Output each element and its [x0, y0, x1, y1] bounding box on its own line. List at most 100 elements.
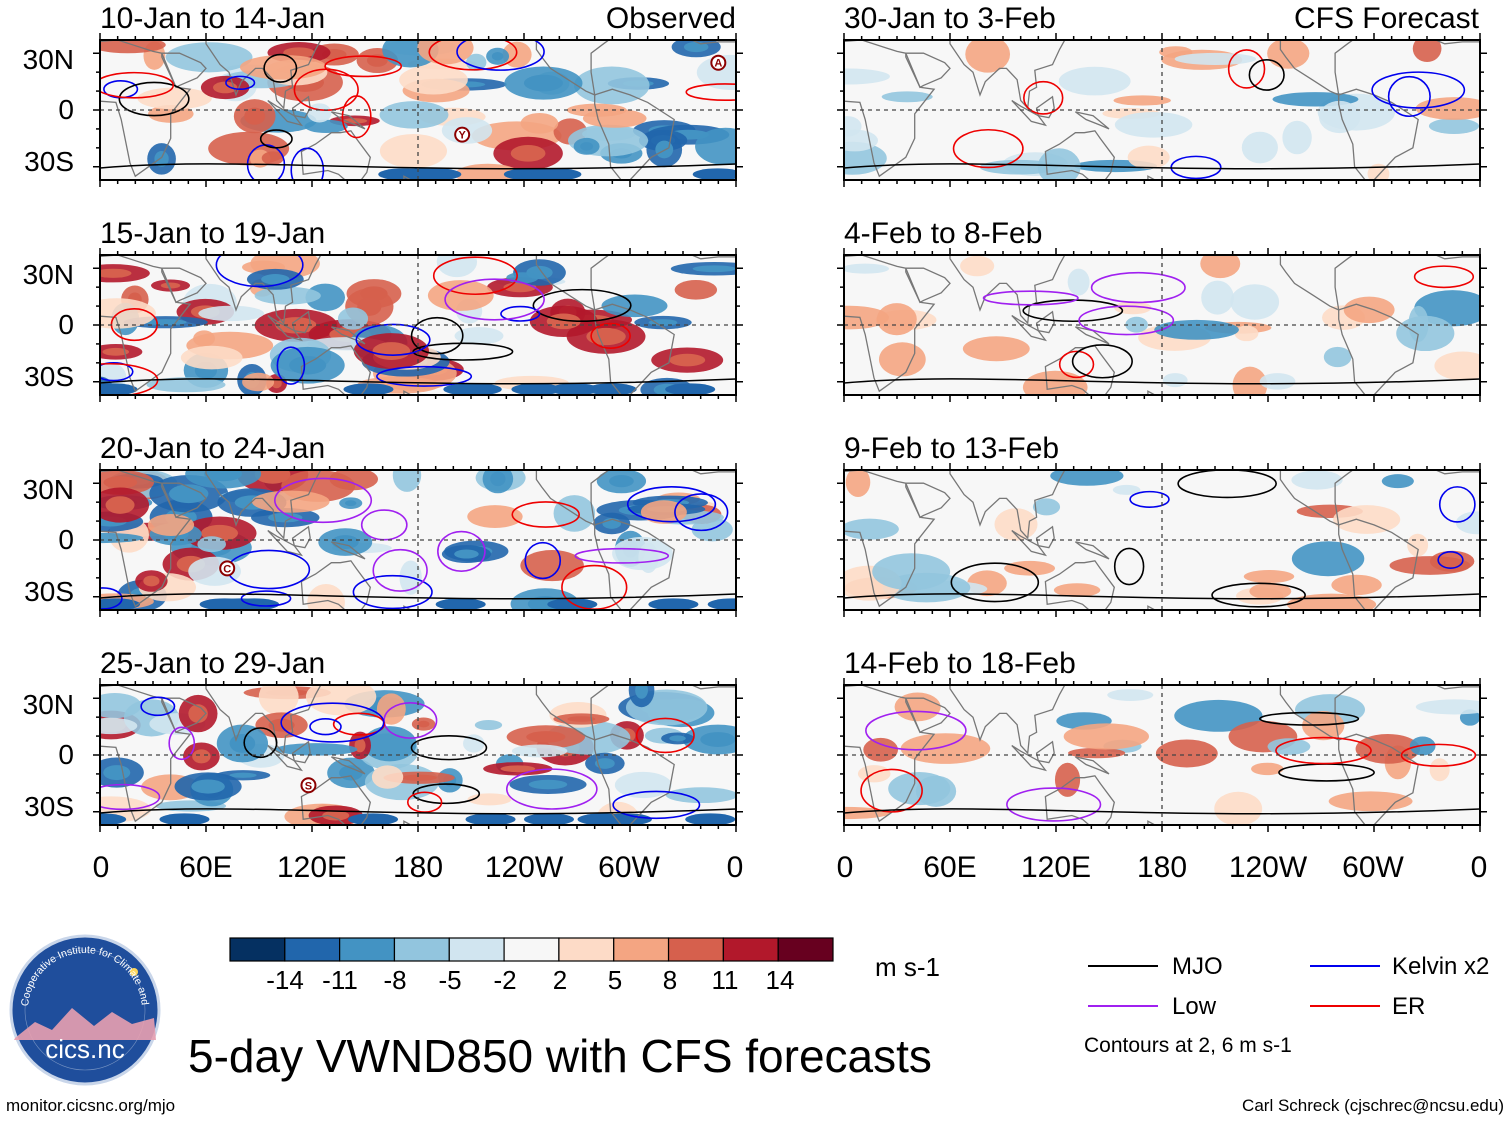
anomaly-shading [239, 54, 327, 80]
anomaly-shading [198, 305, 265, 322]
observed-panel: C [93, 463, 743, 617]
anomaly-shading [1412, 40, 1442, 62]
anomaly-core [331, 535, 359, 549]
mjo-contour [844, 378, 1480, 385]
anomaly-shading [1267, 738, 1311, 755]
contour-line [626, 486, 717, 523]
anomaly-shading [1037, 148, 1081, 180]
anomaly-shading [549, 383, 600, 395]
colorbar-label: -14 [266, 965, 304, 995]
anomaly-core [510, 145, 546, 162]
legend-label-low: Low [1172, 993, 1217, 1020]
anomaly-shading [307, 103, 332, 123]
anomaly-shading [1114, 111, 1193, 138]
coastline [1075, 541, 1110, 560]
anomaly-shading [965, 40, 1011, 73]
anomaly-core [609, 475, 634, 488]
colorbar-label: 14 [765, 965, 795, 995]
coastline [205, 40, 322, 110]
anomaly-core [322, 810, 350, 821]
coastline [291, 95, 311, 119]
anomaly-core [204, 470, 243, 482]
anomaly-shading [1291, 541, 1365, 577]
website-link[interactable]: monitor.cicsnc.org/mjo [6, 1096, 176, 1115]
anomaly-shading [863, 737, 899, 762]
storm-marker-label: C [223, 563, 231, 575]
forecast-panel [837, 33, 1487, 187]
coastline [594, 303, 675, 395]
anomaly-core [669, 353, 706, 367]
anomaly-shading [582, 108, 647, 128]
anomaly-shading [1174, 52, 1257, 65]
contour-line [1023, 80, 1064, 115]
contour-line [444, 278, 545, 321]
figure-title: 5-day VWND850 with CFS forecasts [188, 1030, 932, 1082]
contour-line [324, 55, 403, 78]
coastline [1044, 775, 1116, 825]
anomaly-shading [399, 65, 468, 95]
mjo-contour [100, 808, 736, 815]
anomaly-shading [1259, 373, 1296, 390]
lat-tick-label: 30S [24, 361, 74, 392]
contour-line [259, 129, 293, 149]
contour-line [280, 702, 385, 743]
anomaly-shading [159, 813, 210, 825]
lat-tick-label: 30N [22, 474, 74, 505]
anomaly-shading [1355, 733, 1421, 764]
lon-tick-label: 0 [92, 851, 110, 884]
anomaly-shading [1291, 470, 1343, 490]
anomaly-shading [1243, 569, 1295, 584]
anomaly-shading [1396, 315, 1455, 352]
coastline [844, 685, 936, 823]
coastline [1011, 314, 1048, 342]
anomaly-shading [1267, 40, 1310, 69]
contour-line [412, 342, 514, 361]
coastline [267, 529, 304, 557]
coastline [1435, 40, 1480, 45]
coastline [844, 40, 936, 178]
storm-marker [300, 777, 317, 794]
contour-line [100, 71, 175, 99]
anomaly-shading [1054, 762, 1081, 797]
anomaly-shading [100, 813, 127, 825]
anomaly-shading [147, 513, 195, 537]
panel-title-fcst-2: 4-Feb to 8-Feb [844, 217, 1043, 250]
coastline [844, 470, 936, 608]
anomaly-shading [337, 307, 369, 330]
anomaly-core [160, 282, 181, 289]
coastline [331, 756, 366, 775]
anomaly-shading [467, 505, 523, 529]
coastline [161, 697, 207, 734]
lat-tick-label: 30S [24, 576, 74, 607]
anomaly-shading [872, 553, 951, 591]
anomaly-core [580, 142, 594, 151]
anomaly-core [567, 716, 596, 722]
forecast-tag: CFS Forecast [1293, 2, 1479, 35]
anomaly-shading [1343, 296, 1395, 324]
contour-line [524, 541, 562, 580]
anomaly-shading [1230, 284, 1280, 320]
anomaly-shading [1381, 474, 1414, 489]
contour-line [860, 768, 923, 813]
contour-line [428, 40, 518, 71]
coastline [300, 775, 372, 825]
colorbar-swatch [503, 937, 560, 962]
coastline [1044, 345, 1116, 395]
logo-disc [9, 934, 161, 1086]
coastline [949, 255, 1066, 325]
contour-line [274, 477, 373, 524]
observed-panel: AY [93, 33, 743, 187]
anomaly-core [692, 265, 736, 273]
anomaly-shading [640, 500, 687, 524]
contour-line [100, 362, 134, 382]
storm-marker-label: Y [458, 130, 466, 142]
lon-tick-label: 120W [1228, 851, 1308, 884]
anomaly-shading [1333, 505, 1401, 534]
contour-line [865, 710, 967, 751]
coastline [844, 255, 936, 393]
coastline [1044, 130, 1116, 180]
mjo-contour [844, 808, 1480, 815]
lon-tick-label: 0 [726, 851, 744, 884]
contour-line [1275, 736, 1372, 765]
anomaly-shading [1241, 131, 1278, 164]
